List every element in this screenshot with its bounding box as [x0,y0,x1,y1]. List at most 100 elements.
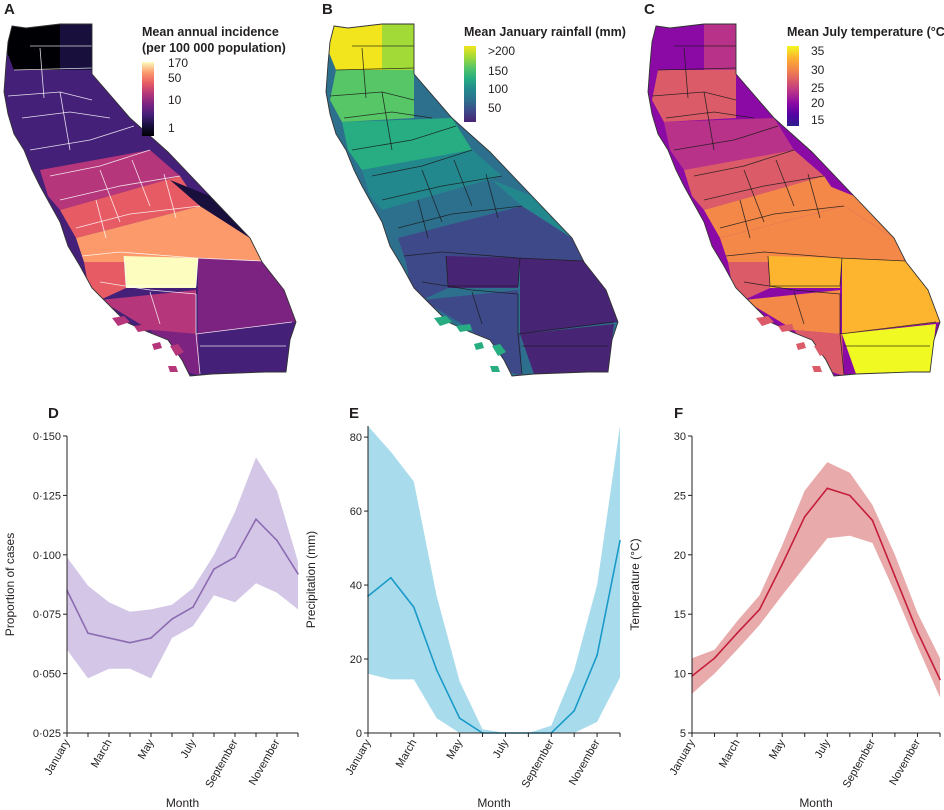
x-tick-label: January [668,737,698,777]
temperature-legend-tick-35: 35 [811,44,825,58]
confidence-band [368,426,620,733]
temperature-colorbar [787,46,799,126]
x-tick-label: July [813,737,833,760]
temperature-legend-tick-25: 25 [811,81,825,95]
panel-label-a: A [4,1,15,18]
data-point [713,657,716,659]
county-boundary [839,321,937,335]
county-boundary [149,291,161,325]
county-boundary [75,205,201,229]
county-boundary [59,91,71,151]
county-boundary [99,281,197,295]
incidence-colorbar [142,62,154,136]
county-boundary [445,255,521,287]
island [152,342,162,350]
data-point [916,631,919,633]
data-point [458,717,461,719]
map-region [422,290,518,334]
incidence-legend-title-2: (per 100 000 population) [142,41,286,55]
panel-label-f: F [674,405,683,422]
county-boundary [703,175,825,201]
map-region [362,150,502,210]
county-boundary [703,91,715,151]
data-point [849,494,851,497]
island [168,366,178,372]
data-point [297,573,299,575]
x-tick-label: July [491,737,511,760]
panel-label-c: C [644,1,655,18]
island [134,324,150,332]
confidence-band [692,462,940,698]
rainfall-legend: Mean January rainfall (mm) >200 150 100 … [464,25,626,122]
map-region [198,324,292,374]
y-tick-label: 0·150 [33,431,61,443]
county-boundary [335,67,415,71]
map-region [60,176,200,238]
x-tick-label: July [178,737,198,760]
x-tick-label: September [203,737,240,790]
county-boundary [683,47,689,99]
temperature-legend-title: Mean July temperature (°C) [787,25,944,39]
map-region [198,258,296,334]
island [814,344,828,356]
county-boundary [81,251,285,263]
x-tick-label: March [89,738,115,770]
county-boundary [381,91,393,151]
series-line [691,487,941,680]
x-tick-label: January [344,737,374,777]
county-boundary [29,125,135,151]
map-region [684,150,824,210]
y-tick-label: 0·075 [33,609,61,621]
island [170,344,184,356]
island [756,316,774,326]
january-rainfall-map [325,23,619,377]
map-region [520,258,618,334]
county-boundary [767,255,843,287]
data-point [413,606,415,608]
map-region [382,24,414,70]
map-region [650,24,704,70]
temperature-legend-tick-20: 20 [811,96,825,110]
county-boundary [421,169,443,223]
map-region [768,256,842,288]
map-region [720,206,906,262]
rainfall-legend-tick-200: >200 [488,44,515,58]
county-boundary [403,251,607,263]
rainfall-colorbar [464,46,476,122]
y-tick-label: 20 [674,550,686,562]
x-tick-label: January [43,737,73,777]
panel-label-d: D [48,405,59,422]
county-boundary [351,125,457,151]
rainfall-legend-tick-50: 50 [488,101,502,115]
county-boundary [397,205,523,229]
map-region [704,176,844,238]
county-boundary [739,199,751,239]
y-tick-label: 5 [680,728,686,740]
map-region [124,256,198,288]
map-region [100,290,196,334]
map-region [446,256,520,288]
data-point [803,516,806,518]
data-point [435,669,438,671]
map-region [492,180,572,238]
y-tick-label: 60 [350,506,362,518]
series-line [66,517,299,644]
temperature-legend: Mean July temperature (°C) 35 30 25 20 1… [787,25,944,127]
county-boundary [39,47,45,99]
data-point [108,637,110,639]
rainfall-legend-title: Mean January rainfall (mm) [464,25,626,39]
county-boundary [95,199,107,239]
county-boundary [793,291,805,325]
county-boundary [21,111,111,119]
incidence-legend: Mean annual incidence (per 100 000 popul… [142,25,286,136]
data-point [276,539,278,542]
county-boundary [453,159,473,207]
incidence-map [3,23,297,377]
island [812,366,822,372]
county-boundary [807,173,821,219]
county-boundary [693,149,795,177]
panel-label-e: E [349,405,359,422]
y-tick-label: 40 [350,580,362,592]
map-region [814,180,894,238]
